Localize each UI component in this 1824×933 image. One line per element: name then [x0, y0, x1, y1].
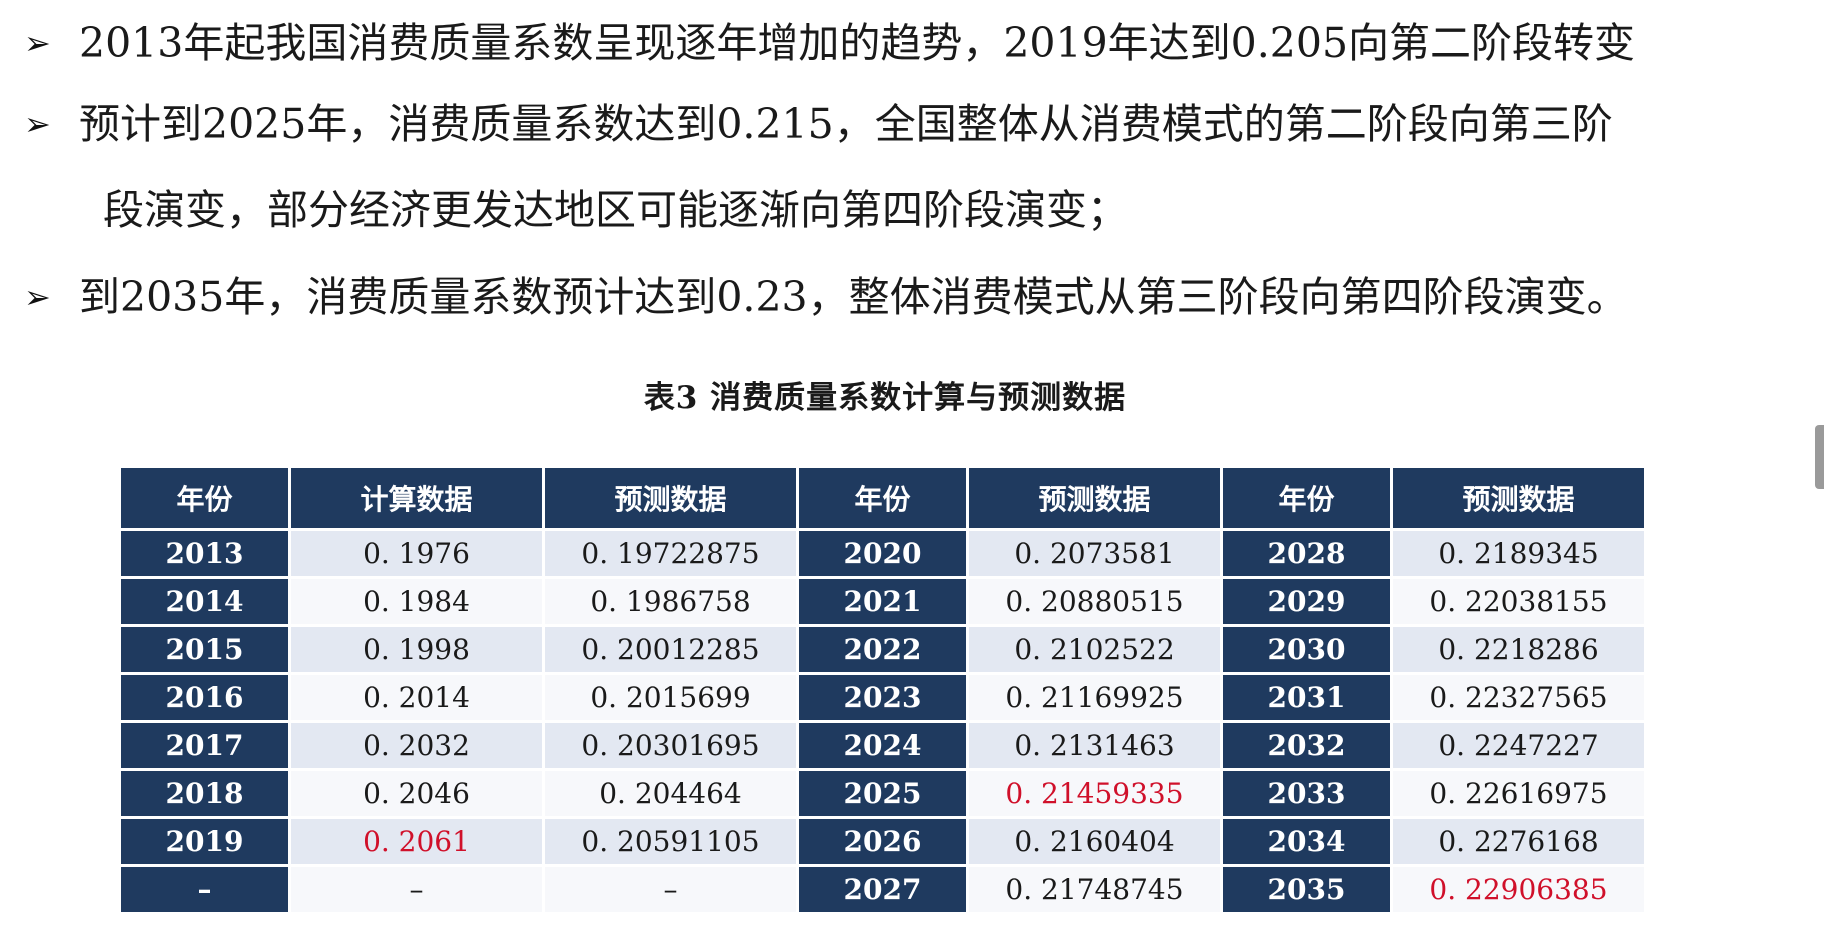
year-cell: 2016 [121, 675, 288, 720]
table-caption: 表3 消费质量系数计算与预测数据 [643, 380, 1127, 416]
arrow-bullet-icon: ➢ [24, 105, 51, 143]
value-cell: 0. 21459335 [969, 771, 1220, 816]
value-cell: 0. 2247227 [1393, 723, 1644, 768]
value-cell: 0. 2276168 [1393, 819, 1644, 864]
value-cell: 0. 2014 [291, 675, 542, 720]
year-cell: 2028 [1223, 531, 1390, 576]
year-cell: 2013 [121, 531, 288, 576]
year-cell: 2019 [121, 819, 288, 864]
value-cell: 0. 20012285 [545, 627, 796, 672]
value-cell: 0. 22327565 [1393, 675, 1644, 720]
table-body: 2013 0. 1976 0. 19722875 2020 0. 2073581 2028… [121, 531, 1644, 912]
bullet-item-1: ➢ 2013年起我国消费质量系数呈现逐年增加的趋势，2019年达到0.205向第二… [24, 0, 1635, 86]
year-cell: 2027 [799, 867, 966, 912]
value-cell: 0. 2131463 [969, 723, 1220, 768]
year-cell: 2015 [121, 627, 288, 672]
column-header: 预测数据 [545, 468, 796, 528]
column-header: 预测数据 [1393, 468, 1644, 528]
bullet-text: 到2035年，消费质量系数预计达到0.23，整体消费模式从第三阶段向第四阶段演变… [79, 273, 1628, 321]
bullet-item-3: ➢ 到2035年，消费质量系数预计达到0.23，整体消费模式从第三阶段向第四阶段演… [24, 254, 1628, 340]
year-cell: 2033 [1223, 771, 1390, 816]
column-header: 计算数据 [291, 468, 542, 528]
value-cell: 0. 2218286 [1393, 627, 1644, 672]
value-cell: – [545, 867, 796, 912]
table-row: 2019 0. 2061 0. 20591105 2026 0. 2160404 2034… [121, 819, 1644, 864]
table-row: 2013 0. 1976 0. 19722875 2020 0. 2073581 2028… [121, 531, 1644, 576]
value-cell: 0. 20880515 [969, 579, 1220, 624]
value-cell: 0. 1984 [291, 579, 542, 624]
value-cell: 0. 1998 [291, 627, 542, 672]
bullet-text: 预计到2025年，消费质量系数达到0.215，全国整体从消费模式的第二阶段向第三… [79, 100, 1613, 148]
table-row: – – –2027 0. 21748745 2035 0. 22906385 [121, 867, 1644, 912]
bullet-text: 2013年起我国消费质量系数呈现逐年增加的趋势，2019年达到0.205向第二阶… [79, 19, 1636, 67]
year-cell: 2035 [1223, 867, 1390, 912]
year-cell: 2021 [799, 579, 966, 624]
year-cell: 2029 [1223, 579, 1390, 624]
value-cell: 0. 2015699 [545, 675, 796, 720]
value-cell: 0. 2046 [291, 771, 542, 816]
value-cell: 0. 22906385 [1393, 867, 1644, 912]
table-header-row: 年份 计算数据 预测数据 年份 预测数据 年份 预测数据 [121, 468, 1644, 528]
arrow-bullet-icon: ➢ [24, 278, 51, 316]
value-cell: 0. 2189345 [1393, 531, 1644, 576]
bullet-item-2: ➢ 预计到2025年，消费质量系数达到0.215，全国整体从消费模式的第二阶段向第… [24, 81, 1613, 167]
value-cell: 0. 22038155 [1393, 579, 1644, 624]
value-cell: 0. 2160404 [969, 819, 1220, 864]
table-row: 2017 0. 2032 0. 20301695 2024 0. 2131463 2032… [121, 723, 1644, 768]
value-cell: 0. 20301695 [545, 723, 796, 768]
column-header: 预测数据 [969, 468, 1220, 528]
year-cell: – [121, 867, 288, 912]
value-cell: 0. 1976 [291, 531, 542, 576]
value-cell: 0. 2032 [291, 723, 542, 768]
year-cell: 2032 [1223, 723, 1390, 768]
value-cell: 0. 2061 [291, 819, 542, 864]
column-header: 年份 [121, 468, 288, 528]
year-cell: 2022 [799, 627, 966, 672]
value-cell: 0. 1986758 [545, 579, 796, 624]
value-cell: 0. 19722875 [545, 531, 796, 576]
year-cell: 2026 [799, 819, 966, 864]
table-row: 2016 0. 2014 0. 2015699 2023 0. 21169925 2031… [121, 675, 1644, 720]
year-cell: 2024 [799, 723, 966, 768]
value-cell: 0. 2102522 [969, 627, 1220, 672]
value-cell: 0. 21748745 [969, 867, 1220, 912]
year-cell: 2014 [121, 579, 288, 624]
value-cell: 0. 20591105 [545, 819, 796, 864]
value-cell: – [291, 867, 542, 912]
value-cell: 0. 21169925 [969, 675, 1220, 720]
value-cell: 0. 2073581 [969, 531, 1220, 576]
arrow-bullet-icon: ➢ [24, 24, 51, 62]
year-cell: 2034 [1223, 819, 1390, 864]
column-header: 年份 [799, 468, 966, 528]
year-cell: 2031 [1223, 675, 1390, 720]
column-header: 年份 [1223, 468, 1390, 528]
coefficient-table: 年份 计算数据 预测数据 年份 预测数据 年份 预测数据 2013 0. 1976… [118, 465, 1647, 915]
year-cell: 2017 [121, 723, 288, 768]
table-row: 2014 0. 1984 0. 1986758 2021 0. 20880515 2029… [121, 579, 1644, 624]
value-cell: 0. 22616975 [1393, 771, 1644, 816]
year-cell: 2020 [799, 531, 966, 576]
year-cell: 2023 [799, 675, 966, 720]
table-row: 2018 0. 2046 0. 204464 2025 0. 21459335 2033 0… [121, 771, 1644, 816]
year-cell: 2030 [1223, 627, 1390, 672]
table-row: 2015 0. 1998 0. 20012285 2022 0. 2102522 2030… [121, 627, 1644, 672]
year-cell: 2025 [799, 771, 966, 816]
year-cell: 2018 [121, 771, 288, 816]
value-cell: 0. 204464 [545, 771, 796, 816]
bullet-text-continuation: 段演变，部分经济更发达地区可能逐渐向第四阶段演变； [103, 186, 1128, 234]
scroll-handle[interactable] [1815, 425, 1824, 489]
